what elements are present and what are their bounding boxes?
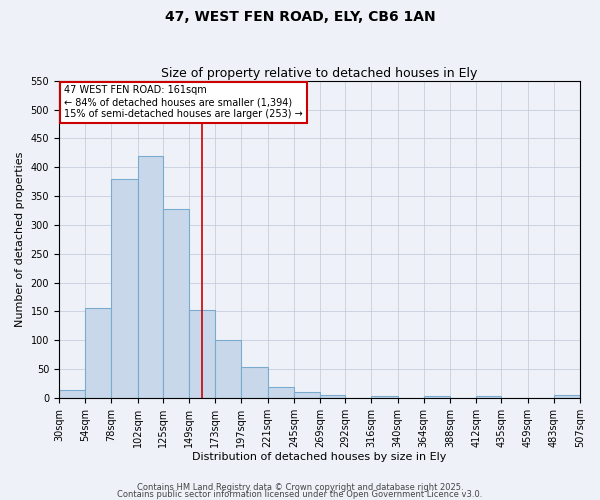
Bar [554,395,580,398]
Text: Contains HM Land Registry data © Crown copyright and database right 2025.: Contains HM Land Registry data © Crown c… [137,484,463,492]
Bar [137,156,163,398]
Title: Size of property relative to detached houses in Ely: Size of property relative to detached ho… [161,66,478,80]
Bar [371,396,398,398]
Bar [163,208,189,398]
Bar [59,390,85,398]
Bar [241,366,268,398]
Bar [215,340,241,398]
Bar [85,308,112,398]
Bar [424,396,450,398]
Bar [189,310,215,398]
Bar [476,396,502,398]
Text: 47, WEST FEN ROAD, ELY, CB6 1AN: 47, WEST FEN ROAD, ELY, CB6 1AN [164,10,436,24]
Y-axis label: Number of detached properties: Number of detached properties [15,152,25,327]
Bar [294,392,320,398]
Bar [268,387,294,398]
X-axis label: Distribution of detached houses by size in Ely: Distribution of detached houses by size … [192,452,446,462]
Bar [320,395,345,398]
Text: Contains public sector information licensed under the Open Government Licence v3: Contains public sector information licen… [118,490,482,499]
Text: 47 WEST FEN ROAD: 161sqm
← 84% of detached houses are smaller (1,394)
15% of sem: 47 WEST FEN ROAD: 161sqm ← 84% of detach… [64,86,303,118]
Bar [112,178,137,398]
